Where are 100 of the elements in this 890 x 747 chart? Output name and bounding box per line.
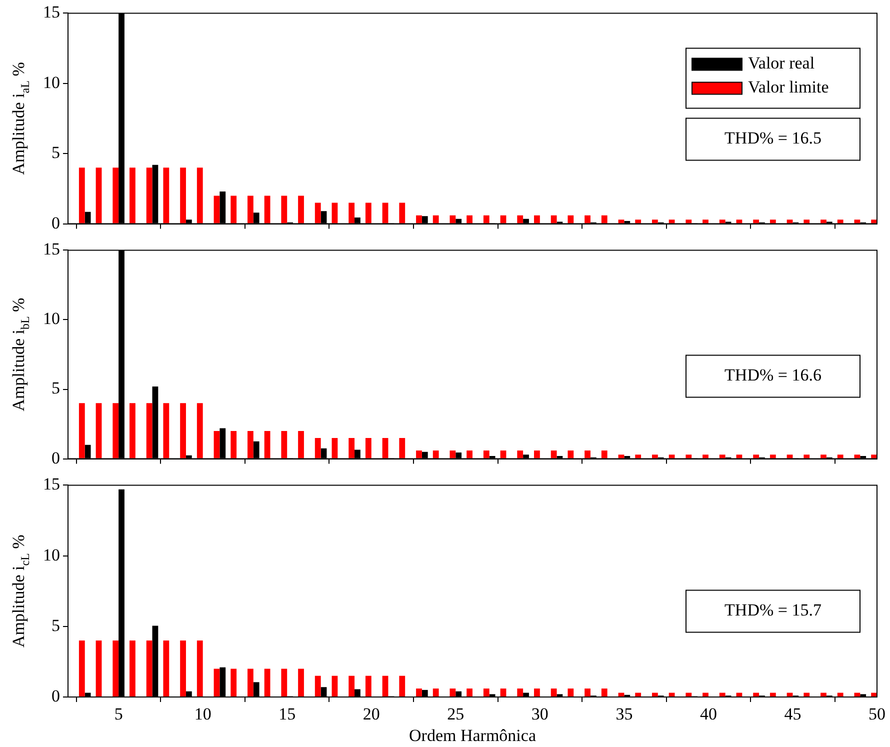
bar [635, 692, 642, 696]
bar [550, 450, 557, 458]
bar [820, 454, 826, 458]
x-axis-title: Ordem Harmônica [409, 726, 536, 745]
bar [668, 454, 675, 458]
bar [719, 454, 726, 458]
bar [432, 450, 439, 458]
bar [652, 454, 658, 458]
bar [804, 454, 810, 458]
y-tick-label: 10 [43, 309, 60, 328]
bar [96, 168, 102, 224]
annotation: THD% = 16.5 [724, 128, 822, 148]
x-tick-label: 35 [616, 704, 633, 724]
bar [584, 450, 590, 458]
bar [837, 454, 844, 458]
bar [550, 215, 557, 224]
bar [130, 168, 136, 224]
bar [365, 202, 372, 224]
bar [196, 640, 203, 696]
bar [281, 430, 288, 458]
bar [432, 688, 439, 696]
bar [601, 450, 608, 458]
bar [281, 196, 288, 224]
bar [466, 688, 472, 696]
bar [534, 215, 540, 224]
bar [314, 676, 321, 696]
bar [180, 640, 186, 696]
y-tick-label: 5 [52, 143, 60, 162]
bar [702, 454, 708, 458]
bar [500, 215, 506, 224]
bar [804, 220, 810, 224]
legend-label: Valor limite [748, 78, 829, 97]
bar [450, 215, 456, 224]
bar [534, 450, 540, 458]
bar [112, 403, 119, 458]
bar [214, 430, 220, 458]
bar [264, 196, 270, 224]
bar [230, 196, 237, 224]
bar [163, 403, 170, 458]
bar [854, 220, 860, 224]
annotation: THD% = 15.7 [724, 600, 822, 620]
bar [163, 640, 170, 696]
bar [298, 430, 304, 458]
bar [450, 450, 456, 458]
bar [568, 688, 574, 696]
bar [332, 202, 338, 224]
bar [78, 168, 85, 224]
bar [146, 640, 152, 696]
bar [365, 676, 372, 696]
bar [770, 220, 776, 224]
y-tick-label: 10 [43, 545, 60, 564]
bar [753, 454, 760, 458]
bar [399, 676, 406, 696]
bar [854, 454, 860, 458]
bar [264, 668, 270, 696]
bar [534, 688, 540, 696]
bar [601, 688, 608, 696]
bar [786, 454, 793, 458]
bar [686, 692, 692, 696]
bar [196, 403, 203, 458]
bar [820, 692, 826, 696]
bar [517, 450, 524, 458]
bar [568, 215, 574, 224]
bar [230, 668, 237, 696]
bar [264, 430, 270, 458]
x-tick-label: 25 [447, 704, 464, 724]
bar [837, 220, 844, 224]
bar [753, 692, 760, 696]
bar [601, 215, 608, 224]
x-tick-label: 40 [700, 704, 717, 724]
bar [96, 640, 102, 696]
bar [314, 202, 321, 224]
bar [618, 454, 624, 458]
bar [820, 220, 826, 224]
bar [382, 202, 388, 224]
bar [736, 220, 742, 224]
bar [702, 692, 708, 696]
bar [348, 676, 355, 696]
bar [247, 196, 254, 224]
bar [112, 640, 119, 696]
bar [753, 220, 760, 224]
bar [517, 215, 524, 224]
bar [668, 220, 675, 224]
x-tick-label: 20 [362, 704, 380, 724]
bar [214, 196, 220, 224]
bar [214, 668, 220, 696]
bar [314, 438, 321, 458]
bar [247, 430, 254, 458]
x-tick-label: 10 [194, 704, 212, 724]
bar [130, 640, 136, 696]
y-axis-title: Amplitude icL % [9, 534, 32, 648]
bar [719, 220, 726, 224]
bar [483, 688, 490, 696]
bar [652, 220, 658, 224]
bar [584, 688, 590, 696]
y-tick-label: 15 [43, 474, 60, 494]
bar [78, 403, 85, 458]
bar [230, 430, 237, 458]
legend-label: Valor real [748, 54, 815, 73]
bar [871, 454, 877, 458]
